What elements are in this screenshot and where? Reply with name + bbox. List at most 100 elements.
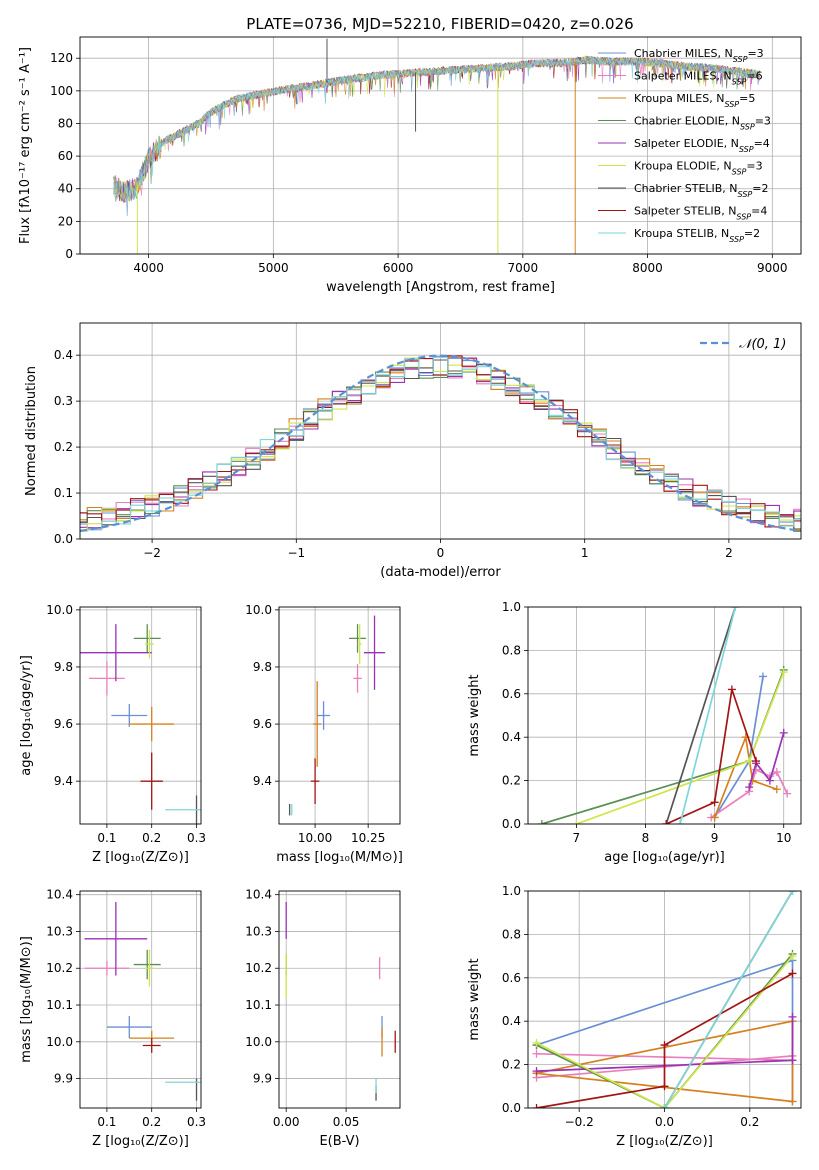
legend-subscript: SSP xyxy=(733,55,748,64)
panels: 4000 5000 6000 7000 8000 9000020406080100120w… xyxy=(18,36,802,1149)
y-tick-label: 0.6 xyxy=(502,971,521,985)
x-tick-label: 0.05 xyxy=(333,1115,360,1129)
panel-ebv_mass: 0.00 0.05 9.9 10.0 10.1 10.2 10.3 10.4 E(B-V) xyxy=(245,888,401,1149)
legend-entry: Kroupa STELIB, NSSP=2 xyxy=(634,227,760,244)
x-tick-label: 0.2 xyxy=(142,1115,161,1129)
legend-entry: Kroupa ELODIE, NSSP=3 xyxy=(634,160,763,177)
y-tick-label: 0.0 xyxy=(502,1101,521,1115)
legend-model-name: Kroupa STELIB, N xyxy=(634,227,729,240)
legend-nssp: =6 xyxy=(746,70,762,83)
legend-model-name: Kroupa MILES, N xyxy=(634,92,724,105)
x-tick-label: −0.2 xyxy=(565,1115,594,1129)
legend-model-name: Chabrier STELIB, N xyxy=(634,182,738,195)
legend-subscript: SSP xyxy=(739,145,754,154)
x-tick-label: 9 xyxy=(711,831,719,845)
legend-nssp: =2 xyxy=(752,182,768,195)
legend-subscript: SSP xyxy=(738,190,753,199)
weight-marker xyxy=(532,1038,541,1047)
x-tick-label: 0.2 xyxy=(740,1115,759,1129)
weight-marker xyxy=(788,969,797,978)
y-tick-label: 10.2 xyxy=(46,961,73,975)
y-tick-label: 0.0 xyxy=(502,817,521,831)
plot-area xyxy=(84,902,201,1101)
y-axis-label: Normed distribution xyxy=(24,366,39,496)
y-tick-label: 100 xyxy=(50,84,73,98)
weight-marker xyxy=(572,820,581,824)
x-axis-label: mass [log₁₀(M/M⊙)] xyxy=(276,850,403,865)
residual-histogram xyxy=(80,359,801,531)
x-axis-label: Z [log₁₀(Z/Z⊙)] xyxy=(92,1134,189,1149)
x-tick-label: 0.3 xyxy=(187,831,206,845)
y-axis-label: age [log₁₀(age/yr)] xyxy=(19,655,34,776)
weight-marker xyxy=(660,1104,669,1108)
y-tick-label: 10.3 xyxy=(245,924,272,938)
legend-subscript: SSP xyxy=(724,100,739,109)
legend-model-name: Kroupa ELODIE, N xyxy=(634,160,732,173)
weight-marker xyxy=(772,767,781,776)
y-tick-label: 0.4 xyxy=(502,1014,521,1028)
y-tick-label: 9.4 xyxy=(253,774,272,788)
x-tick-label: 6000 xyxy=(383,261,414,275)
legend-nssp: =3 xyxy=(747,47,763,60)
weight-marker xyxy=(660,1082,669,1091)
y-tick-label: 0.8 xyxy=(502,927,521,941)
plot-area xyxy=(80,354,801,532)
x-tick-label: 8 xyxy=(642,831,650,845)
legend-entry: Chabrier ELODIE, NSSP=3 xyxy=(634,115,771,132)
weight-line xyxy=(536,953,794,1108)
weight-marker xyxy=(532,1067,541,1076)
x-tick-label: 0.0 xyxy=(655,1115,674,1129)
y-tick-label: 9.6 xyxy=(54,717,73,731)
x-tick-label: 7 xyxy=(573,831,581,845)
y-tick-label: 60 xyxy=(58,149,73,163)
x-axis-label: wavelength [Angstrom, rest frame] xyxy=(326,280,555,295)
y-axis-label: mass [log₁₀(M/M⊙)] xyxy=(19,936,34,1063)
legend-entry: Salpeter STELIB, NSSP=4 xyxy=(634,205,767,222)
legend-model-name: Chabrier MILES, N xyxy=(634,47,733,60)
panel-spectrum: 4000 5000 6000 7000 8000 9000 0 20 40 60 80 100 120 w… xyxy=(18,36,802,295)
normal-curve xyxy=(80,354,801,532)
y-tick-label: 9.4 xyxy=(54,774,73,788)
legend-entry: Chabrier MILES, NSSP=3 xyxy=(634,47,764,64)
y-tick-label: 10.0 xyxy=(46,1035,73,1049)
x-axis-label: Z [log₁₀(Z/Z⊙)] xyxy=(616,1134,713,1149)
residual-histogram xyxy=(80,357,801,532)
weight-marker xyxy=(676,820,685,824)
y-tick-label: 9.9 xyxy=(54,1072,73,1086)
weight-marker xyxy=(779,728,788,737)
residual-histogram xyxy=(80,356,801,531)
x-tick-label: 0.1 xyxy=(97,1115,116,1129)
legend-model-name: Salpeter MILES, N xyxy=(634,70,732,83)
y-tick-label: 40 xyxy=(58,182,73,196)
legend-entry: Kroupa MILES, NSSP=5 xyxy=(634,92,755,109)
weight-marker xyxy=(765,776,774,785)
y-tick-label: 10.4 xyxy=(46,888,73,902)
x-tick-label: 1 xyxy=(581,546,589,560)
x-tick-label: 10.00 xyxy=(298,831,332,845)
figure-title: PLATE=0736, MJD=52210, FIBERID=0420, z=0… xyxy=(246,15,633,33)
weight-line xyxy=(663,891,794,1108)
y-tick-label: 0.2 xyxy=(54,440,73,454)
weight-marker xyxy=(532,1049,541,1058)
x-tick-label: 0.1 xyxy=(97,831,116,845)
weight-marker xyxy=(660,1041,669,1050)
weight-marker xyxy=(772,785,781,794)
x-tick-label: 10 xyxy=(776,831,791,845)
weight-line xyxy=(748,732,785,788)
weight-marker xyxy=(752,757,761,766)
legend-entry: Chabrier STELIB, NSSP=2 xyxy=(634,182,768,199)
legend-nssp: =5 xyxy=(739,92,755,105)
panel-age_weight: 7 8 9 10 0.0 0.2 0.4 0.6 0.8 1.0 age [log₁₀(age/yr… xyxy=(467,600,802,865)
axes-frame xyxy=(527,890,802,1109)
y-tick-label: 10.2 xyxy=(245,961,272,975)
x-tick-label: 0 xyxy=(437,546,445,560)
legend-subscript: SSP xyxy=(740,122,755,131)
weight-line xyxy=(536,955,794,1108)
y-axis-label: Flux [fλ10⁻¹⁷ erg cm⁻² s⁻¹ A⁻¹] xyxy=(18,47,33,244)
weight-marker xyxy=(745,783,754,792)
y-tick-label: 1.0 xyxy=(502,600,521,614)
panel-z_weight: −0.2 0.0 0.2 0.0 0.2 0.4 0.6 0.8 1.0 Z [log₁₀(Z/Z… xyxy=(467,884,802,1149)
y-tick-label: 9.8 xyxy=(54,660,73,674)
x-tick-label: 9000 xyxy=(757,261,788,275)
axes-frame xyxy=(278,890,401,1109)
